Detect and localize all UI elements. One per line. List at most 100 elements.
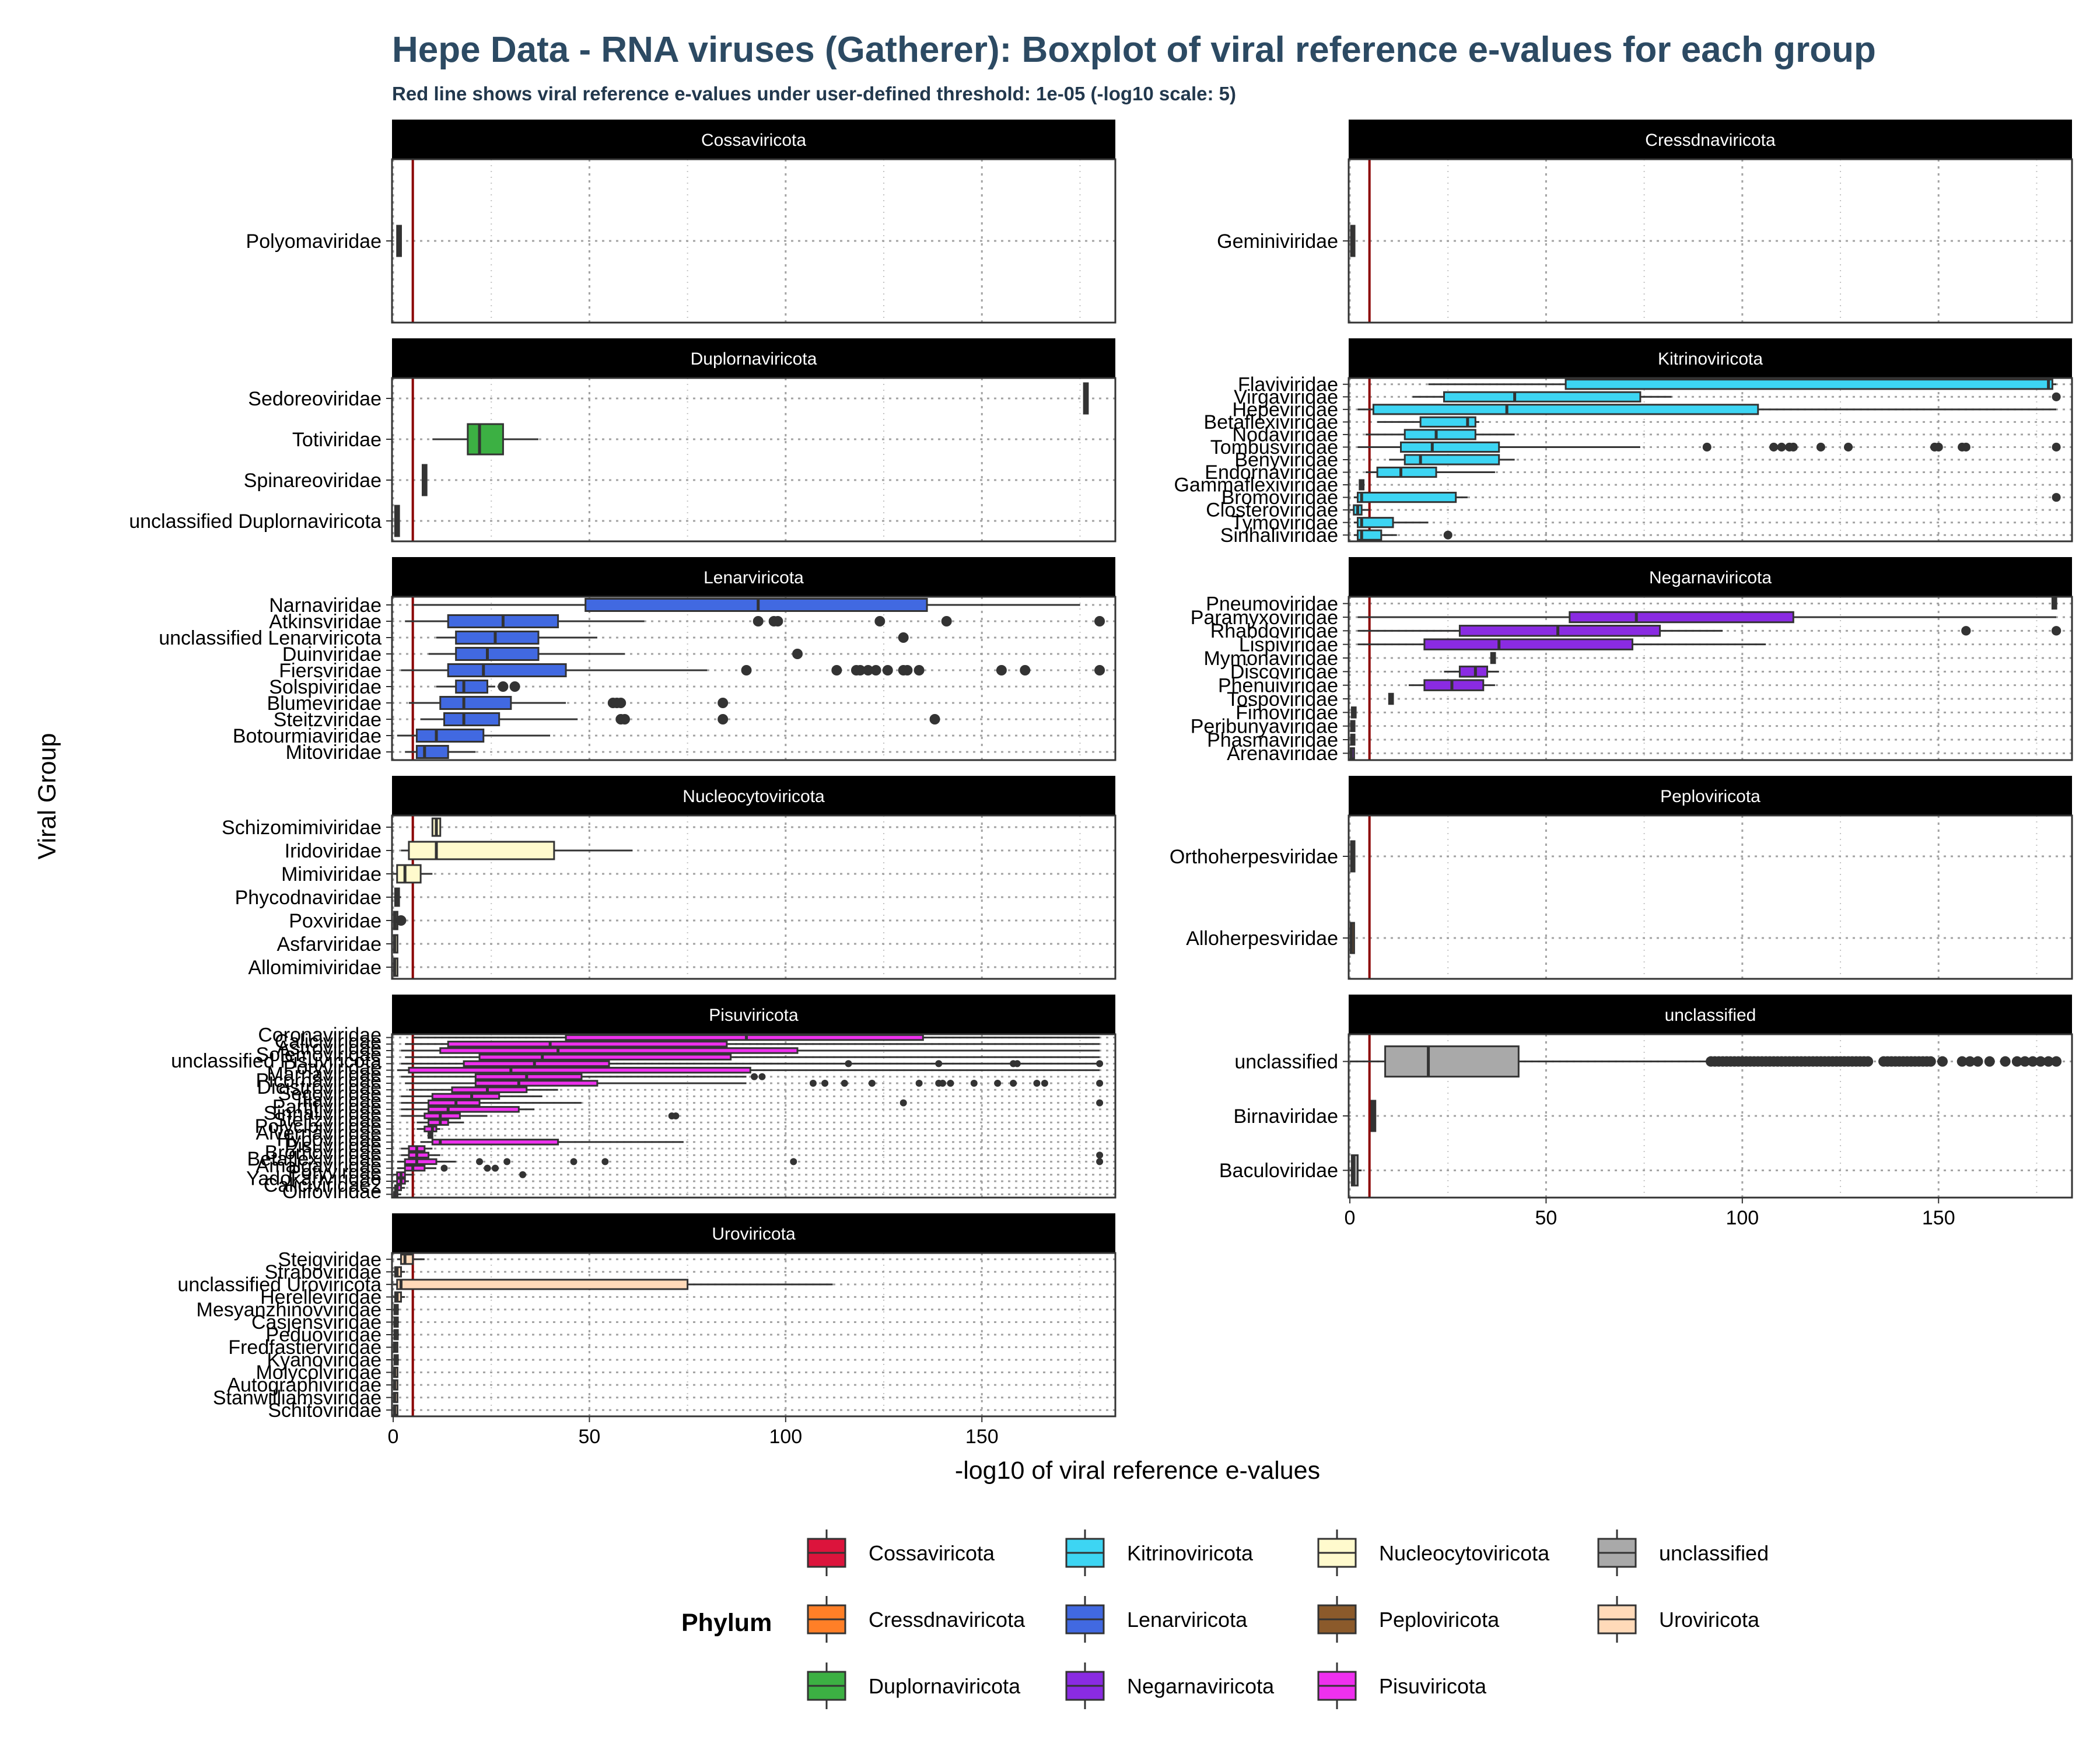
box-lispiviridae [1357, 638, 1766, 650]
outlier-point [1096, 1152, 1104, 1159]
box-steitzviridae [416, 1119, 464, 1126]
outlier-point [2051, 1056, 2062, 1067]
facet-strip-label-cossaviricota: Cossaviricota [701, 131, 806, 150]
box-peduoviridae [393, 1329, 400, 1340]
x-tick-label: 50 [579, 1426, 601, 1448]
y-tick-label: Steigviridae [278, 1248, 382, 1270]
box-body [474, 1073, 583, 1080]
box-baculoviridae [1350, 1154, 1362, 1186]
box-kyanoviridae [393, 1354, 400, 1366]
y-tick-label: Straboviridae [265, 1261, 382, 1283]
x-tick-label: 150 [965, 1426, 999, 1448]
y-tick-label: Polyomaviridae [246, 230, 382, 253]
y-tick-label: Benyviridae [1234, 449, 1338, 471]
box-body [408, 1152, 430, 1158]
box-partitiviridae [401, 1106, 535, 1113]
y-tick-label: Allomimiviridae [248, 957, 382, 979]
outlier-point [882, 665, 893, 676]
y-tick-label: Pneumoviridae [1206, 593, 1338, 615]
facet-strip-uroviricota [392, 1213, 1115, 1253]
box-solspiviridae [436, 680, 520, 694]
outlier-point [1041, 1080, 1048, 1087]
outlier-point [821, 1080, 829, 1087]
x-tick-label: 100 [1726, 1207, 1759, 1229]
outlier-point [2052, 392, 2061, 401]
box-gammaflexiviridae [1359, 479, 1365, 491]
outlier-point [841, 1080, 848, 1087]
box-body [1443, 391, 1642, 402]
outlier-point [845, 1060, 852, 1068]
y-tick-label: Orthoherpesviridae [1170, 846, 1338, 868]
box-caliciviridae2 [393, 1184, 405, 1191]
box-amalgaviridae [397, 1164, 499, 1172]
panel-background [1349, 159, 2072, 323]
outlier-point [601, 1158, 609, 1166]
facet-strip-peploviricota [1349, 776, 2072, 816]
legend-entry-kitrinoviricota: Kitrinoviricota [1065, 1530, 1254, 1576]
x-tick-label: 50 [1535, 1207, 1558, 1229]
y-tick-label: Iflaviridae [296, 1089, 382, 1111]
box-body [404, 1158, 438, 1166]
y-tick-label: Phasmaviridae [1207, 729, 1338, 751]
outlier-point [939, 1080, 946, 1087]
box-stanwilliamsviridae [393, 1392, 398, 1404]
facet-kitrinoviricota: Kitrinoviricota FlaviviridaeVirgaviridaeH… [1174, 338, 2073, 547]
outlier-point [1934, 442, 1943, 452]
x-tick-label: 0 [1345, 1207, 1356, 1229]
y-tick-label: unclassified Duplornaviricota [129, 510, 382, 533]
box-arenaviridae [1349, 747, 1355, 760]
y-tick-label: Potyvirdae [288, 1161, 382, 1183]
box-botourmiaviridae [397, 729, 551, 743]
outlier-point [570, 1158, 578, 1166]
y-tick-label: Virgaviridae [1234, 386, 1338, 408]
outlier-point [914, 665, 925, 676]
outlier-point [672, 1112, 680, 1119]
facet-strip-label-unclassified: unclassified [1665, 1006, 1756, 1025]
y-tick-label: Atkinsviridae [269, 611, 382, 633]
box-body [431, 1139, 559, 1146]
box-spinareoviridae [421, 464, 428, 496]
box-potyviridae [397, 1066, 1100, 1074]
outlier-point [1863, 1056, 1874, 1067]
y-tick-label: Discoviridae [1230, 661, 1338, 683]
facet-strip-cossaviricota [392, 120, 1115, 159]
outlier-point [929, 714, 940, 724]
legend-entry-cressdnaviricota: Cressdnaviricota [807, 1596, 1026, 1643]
box-body [1372, 404, 1759, 415]
outlier-point [792, 649, 803, 659]
legend-label: Uroviricota [1659, 1608, 1760, 1632]
box-body [455, 680, 488, 694]
box-pneumoviridae [2051, 597, 2057, 610]
panel-background [392, 1253, 1115, 1416]
x-tick-label: 100 [769, 1426, 802, 1448]
y-tick-label: Botourmiaviridae [233, 725, 382, 747]
facet-strip-label-nucleocytoviricota: Nucleocytoviricota [682, 787, 825, 806]
y-tick-label: Schizomimiviridae [222, 817, 382, 839]
facet-strip-kitrinoviricota [1349, 338, 2072, 378]
box-body [408, 1066, 751, 1074]
y-tick-label: Herelleviridae [260, 1286, 382, 1308]
y-tick-label: Mymonaviridae [1203, 648, 1338, 670]
y-tick-label: Steitzviridae [274, 709, 382, 731]
outlier-point [1965, 1056, 1976, 1067]
box-body [1564, 379, 2053, 390]
box-asfarviridae [393, 934, 398, 954]
panel-grid [1349, 816, 2072, 979]
box-unclassified-uroviricota [393, 1279, 833, 1290]
y-tick-label: Bromoviridae [1222, 487, 1338, 509]
outlier-point [970, 1080, 978, 1087]
box-tospoviridae [1388, 692, 1394, 705]
box-mitoviridae [405, 745, 476, 759]
y-tick-label: Amalgaviridae [256, 1154, 382, 1177]
box-polycipiviridae [416, 1125, 440, 1133]
y-tick-label: Spinareoviridae [244, 470, 382, 492]
box-body [415, 729, 485, 743]
box-body [408, 841, 555, 860]
legend-entry-cossaviricota: Cossaviricota [807, 1530, 995, 1576]
outlier-point [1094, 616, 1105, 626]
y-axis-title: Viral Group [33, 733, 61, 860]
box-caliciviridae [405, 1041, 1100, 1048]
outlier-point [1033, 1080, 1041, 1087]
legend-label: Peploviricota [1379, 1608, 1500, 1632]
box-fiersviridae [401, 663, 1105, 677]
